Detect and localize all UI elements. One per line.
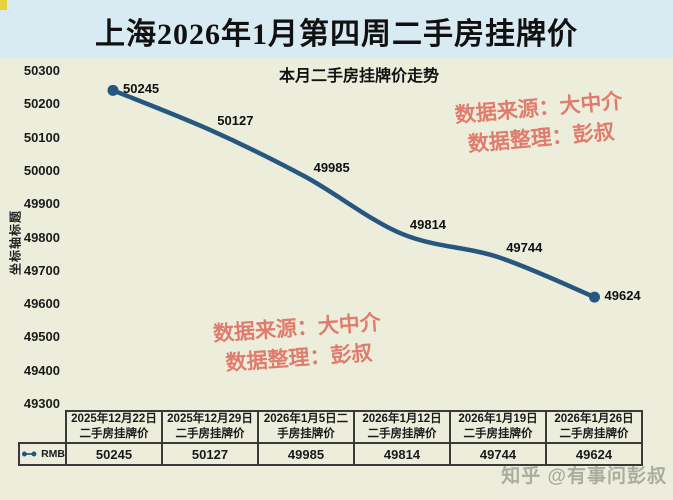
table-value-cell: 49744 xyxy=(449,442,547,466)
table-header-line: 手房挂牌价 xyxy=(277,428,335,440)
table-header-line: 2026年1月5日二 xyxy=(263,413,349,426)
data-point-label: 49624 xyxy=(604,288,641,304)
page-header: 上海2026年1月第四周二手房挂牌价 xyxy=(0,0,673,58)
y-tick-label: 50000 xyxy=(23,162,60,178)
watermark-lower: 数据来源：大中介 数据整理：彭叔 xyxy=(192,307,404,381)
page-title: 上海2026年1月第四周二手房挂牌价 xyxy=(95,18,578,51)
y-tick-label: 49400 xyxy=(23,362,60,378)
y-tick-label: 49600 xyxy=(23,296,60,312)
table-header-line: 2025年12月29日 xyxy=(167,413,253,426)
y-tick-label: 50300 xyxy=(23,63,60,78)
data-point-label: 49814 xyxy=(409,216,447,232)
y-tick-label: 49900 xyxy=(23,196,60,212)
end-point-marker xyxy=(589,291,600,303)
data-point-label: 50127 xyxy=(217,112,254,128)
table-header-cell: 2025年12月22日 二手房挂牌价 xyxy=(65,410,163,444)
table-header-line: 二手房挂牌价 xyxy=(79,428,149,440)
table-header-line: 2026年1月26日 xyxy=(554,413,634,426)
legend-cell: RMB xyxy=(18,442,67,466)
table-header-line: 2026年1月12日 xyxy=(362,413,442,426)
table-header-row: 2025年12月22日 二手房挂牌价 2025年12月29日 二手房挂牌价 2026年1… xyxy=(65,410,643,444)
table-header-line: 二手房挂牌价 xyxy=(463,428,533,440)
table-header-cell: 2025年12月29日 二手房挂牌价 xyxy=(161,410,259,444)
table-header-line: 2025年12月22日 xyxy=(71,413,157,426)
table-value-cell: 50127 xyxy=(161,442,259,466)
y-tick-label: 49800 xyxy=(23,229,60,245)
y-tick-labels: 50300 50200 50100 50000 49900 49800 49700 49600… xyxy=(0,0,60,500)
legend-line-marker-icon xyxy=(21,451,37,457)
table-header-cell: 2026年1月5日二 手房挂牌价 xyxy=(257,410,355,444)
data-point-label: 49744 xyxy=(506,240,543,256)
chart-title: 本月二手房挂牌价走势 xyxy=(278,68,439,85)
table-value-cell: 49624 xyxy=(545,442,643,466)
table-header-line: 二手房挂牌价 xyxy=(367,428,437,440)
y-tick-label: 49300 xyxy=(23,396,60,411)
table-header-cell: 2026年1月26日 二手房挂牌价 xyxy=(545,410,643,444)
corner-accent xyxy=(0,0,7,10)
table-value-row: 50245 50127 49985 49814 49744 49624 xyxy=(65,442,643,466)
table-header-line: 二手房挂牌价 xyxy=(559,428,629,440)
zhihu-watermark: 知乎 @有事问彭叔 xyxy=(501,466,667,487)
y-tick-label: 49700 xyxy=(23,262,60,278)
table-header-line: 2026年1月19日 xyxy=(458,413,538,426)
y-tick-label: 50100 xyxy=(23,129,60,145)
y-tick-label: 50200 xyxy=(23,96,60,112)
table-header-cell: 2026年1月12日 二手房挂牌价 xyxy=(353,410,451,444)
legend-series-label: RMB xyxy=(41,448,65,460)
y-tick-label: 49500 xyxy=(23,329,60,345)
start-point-marker xyxy=(107,84,119,96)
watermark-upper: 数据来源：大中介 数据整理：彭叔 xyxy=(434,85,646,163)
table-value-cell: 50245 xyxy=(65,442,163,466)
table-value-cell: 49814 xyxy=(353,442,451,466)
table-header-cell: 2026年1月19日 二手房挂牌价 xyxy=(449,410,547,444)
data-point-label: 49985 xyxy=(313,159,350,175)
data-point-label: 50245 xyxy=(123,81,160,97)
table-value-cell: 49985 xyxy=(257,442,355,466)
table-header-line: 二手房挂牌价 xyxy=(175,428,245,440)
